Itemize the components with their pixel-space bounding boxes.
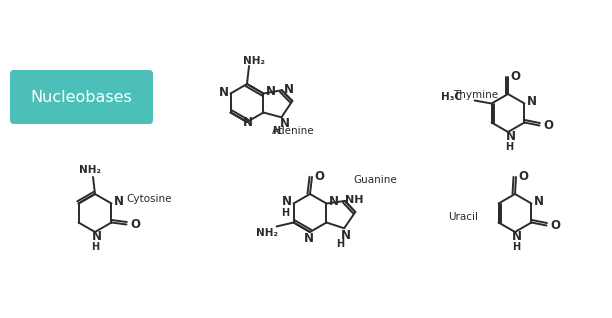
FancyBboxPatch shape	[10, 70, 153, 124]
Text: NH₂: NH₂	[79, 165, 101, 175]
Text: H: H	[91, 242, 99, 252]
Text: H₃C: H₃C	[441, 93, 461, 102]
Text: O: O	[130, 218, 141, 231]
Text: NH: NH	[345, 195, 363, 205]
Text: N: N	[341, 229, 351, 242]
Text: O: O	[550, 219, 561, 232]
Text: O: O	[543, 119, 553, 132]
Text: NH₂: NH₂	[243, 56, 265, 66]
Text: Nucleobases: Nucleobases	[30, 89, 132, 105]
Text: N: N	[218, 86, 228, 99]
Text: Thymine: Thymine	[453, 91, 499, 100]
Text: H: H	[282, 208, 289, 218]
Text: N: N	[284, 83, 294, 96]
Text: N: N	[243, 116, 253, 129]
Text: NH₂: NH₂	[256, 227, 278, 238]
Text: Guanine: Guanine	[353, 175, 397, 185]
Text: O: O	[314, 169, 324, 183]
Text: N: N	[92, 231, 102, 244]
Text: N: N	[266, 85, 275, 98]
Text: H: H	[336, 239, 344, 249]
Text: O: O	[510, 71, 520, 84]
Text: N: N	[526, 95, 537, 108]
Text: Uracil: Uracil	[449, 212, 479, 223]
Text: O: O	[518, 170, 528, 183]
Text: N: N	[304, 232, 314, 245]
Text: H: H	[505, 142, 513, 152]
Text: N: N	[329, 195, 338, 208]
Text: N: N	[113, 195, 124, 208]
Text: N: N	[282, 195, 291, 208]
Text: N: N	[506, 130, 516, 143]
Text: H: H	[512, 242, 520, 252]
Text: Cytosine: Cytosine	[127, 193, 172, 204]
Text: H: H	[272, 126, 280, 136]
Text: N: N	[512, 231, 522, 244]
Text: N: N	[534, 195, 543, 208]
Text: N: N	[280, 117, 289, 130]
Text: Adenine: Adenine	[272, 126, 314, 135]
